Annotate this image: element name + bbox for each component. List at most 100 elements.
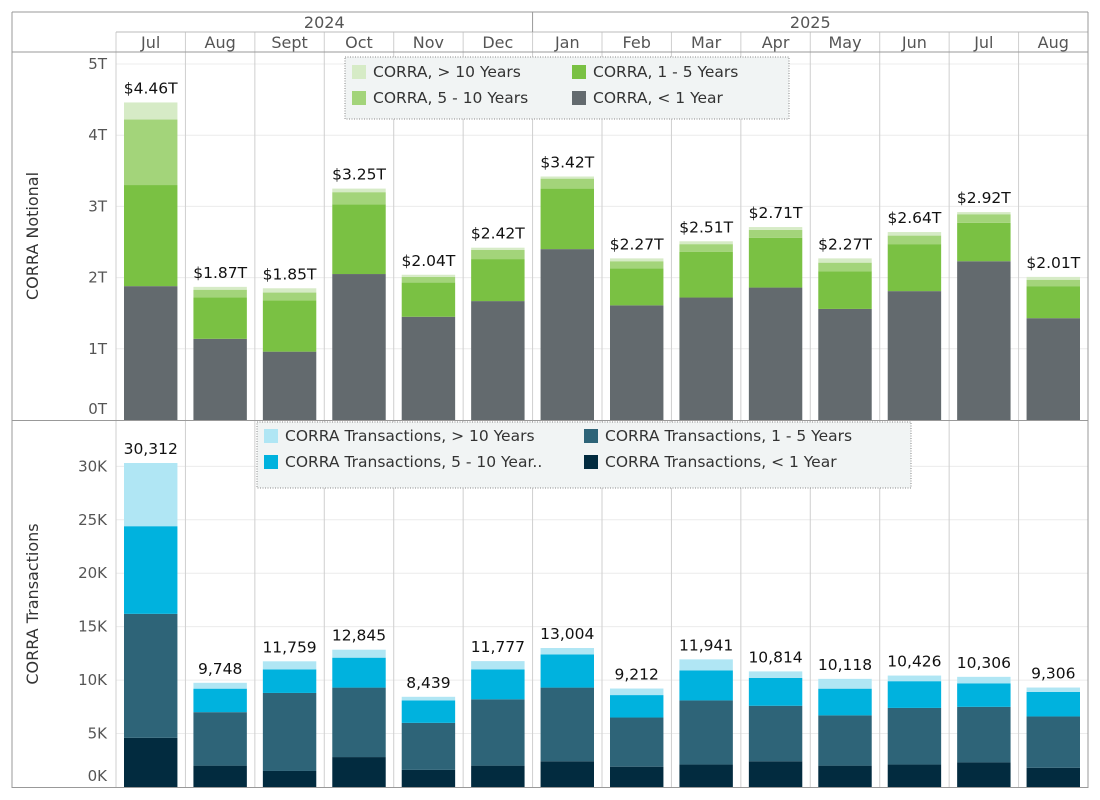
legend-label: CORRA, 1 - 5 Years (593, 63, 738, 81)
bar-segment-corra-transactions-1-year (540, 761, 594, 787)
bar-segment-corra-1-5-years (193, 297, 247, 339)
bar-segment-corra-10-years (887, 232, 942, 236)
bar-segment-corra-transactions-1-year (332, 757, 386, 787)
bar-segment-corra-1-5-years (471, 259, 525, 302)
total-label-transactions: 11,777 (471, 638, 525, 656)
bar-segment-corra-transactions-5-10-years (124, 526, 178, 614)
bar-segment-corra-transactions-10-years (332, 649, 386, 658)
bar-segment-corra-5-10-years (610, 261, 664, 269)
bar-segment-corra-transactions-5-10-years (1026, 691, 1080, 717)
legend-swatch (264, 429, 278, 443)
bar-segment-corra-5-10-years (471, 249, 525, 260)
bar-segment-corra-1-year (262, 351, 317, 420)
total-label-transactions: 10,814 (748, 648, 802, 666)
bar-segment-corra-transactions-10-years (748, 671, 803, 678)
y-tick-notional: 2T (88, 269, 108, 287)
bar-segment-corra-5-10-years (957, 214, 1011, 223)
total-label-transactions: 9,748 (198, 660, 242, 678)
bar-segment-corra-transactions-1-year (818, 765, 872, 787)
total-label-transactions: 10,306 (957, 654, 1011, 672)
bar-segment-corra-1-5-years (679, 251, 733, 298)
bar-segment-corra-transactions-10-years (679, 659, 733, 671)
bar-segment-corra-10-years (679, 241, 733, 245)
bar-segment-corra-5-10-years (887, 235, 942, 245)
bar-segment-corra-10-years (540, 176, 594, 179)
month-label: Sept (271, 33, 307, 52)
legend-label: CORRA, 5 - 10 Years (373, 89, 528, 107)
y-tick-transactions: 25K (78, 511, 108, 529)
total-label-transactions: 9,212 (615, 666, 659, 684)
bar-segment-corra-1-5-years (401, 282, 456, 317)
bar-segment-corra-1-year (124, 286, 178, 420)
bar-segment-corra-transactions-1-5-years (262, 692, 317, 771)
bar-segment-corra-transactions-5-10-years (332, 657, 386, 688)
bar-segment-corra-1-year (818, 308, 872, 420)
legend-label: CORRA Transactions, > 10 Years (285, 427, 535, 445)
y-tick-transactions: 30K (78, 457, 108, 475)
total-label-notional: $2.04T (402, 252, 456, 270)
legend-notional (344, 56, 790, 120)
bar-segment-corra-transactions-10-years (193, 682, 247, 689)
total-label-transactions: 9,306 (1031, 665, 1075, 683)
bar-segment-corra-transactions-10-years (401, 696, 456, 701)
bar-segment-corra-10-years (262, 288, 317, 293)
bar-segment-corra-transactions-5-10-years (887, 681, 942, 708)
month-label: Aug (1038, 33, 1069, 52)
bar-segment-corra-transactions-1-year (957, 762, 1011, 787)
month-label: Jun (901, 33, 927, 52)
legend-swatch (572, 65, 586, 79)
legend-label: CORRA Transactions, < 1 Year (605, 453, 837, 471)
bar-segment-corra-1-year (957, 261, 1011, 420)
legend-label: CORRA Transactions, 5 - 10 Year.. (285, 453, 542, 471)
bar-segment-corra-transactions-1-year (124, 737, 178, 787)
legend-label: CORRA Transactions, 1 - 5 Years (605, 427, 852, 445)
total-label-notional: $1.85T (263, 265, 317, 283)
bar-segment-corra-transactions-5-10-years (193, 688, 247, 713)
bar-segment-corra-5-10-years (262, 292, 317, 301)
bar-segment-corra-1-year (679, 297, 733, 420)
bar-segment-corra-5-10-years (332, 192, 386, 205)
month-label: Jul (973, 33, 993, 52)
total-label-transactions: 13,004 (540, 625, 594, 643)
bar-segment-corra-transactions-1-year (1026, 767, 1080, 787)
bar-segment-corra-10-years (818, 258, 872, 263)
bar-segment-corra-1-5-years (124, 185, 178, 287)
bar-segment-corra-transactions-5-10-years (401, 700, 456, 723)
bar-segment-corra-10-years (332, 188, 386, 193)
bar-segment-corra-transactions-1-5-years (818, 715, 872, 766)
legend-swatch (584, 429, 598, 443)
bar-segment-corra-transactions-1-5-years (679, 700, 733, 765)
total-label-notional: $2.51T (679, 218, 733, 236)
bar-segment-corra-1-5-years (818, 271, 872, 309)
bar-segment-corra-5-10-years (818, 262, 872, 272)
bar-segment-corra-1-year (540, 249, 594, 420)
bar-segment-corra-1-5-years (610, 268, 664, 306)
bar-segment-corra-5-10-years (401, 276, 456, 283)
bar-segment-corra-5-10-years (748, 229, 803, 238)
bar-segment-corra-transactions-10-years (540, 648, 594, 655)
month-label: Nov (413, 33, 444, 52)
total-label-notional: $4.46T (124, 79, 178, 97)
bar-segment-corra-transactions-1-5-years (401, 722, 456, 770)
total-label-notional: $1.87T (193, 264, 247, 282)
bar-segment-corra-10-years (401, 274, 456, 277)
month-label: Jan (554, 33, 580, 52)
bar-segment-corra-transactions-5-10-years (679, 670, 733, 701)
total-label-notional: $3.42T (540, 153, 594, 171)
bar-segment-corra-10-years (471, 247, 525, 250)
bar-segment-corra-transactions-10-years (124, 463, 178, 527)
month-label: Mar (691, 33, 722, 52)
bar-segment-corra-1-year (401, 316, 456, 420)
total-label-transactions: 10,118 (818, 656, 872, 674)
month-label: Aug (205, 33, 236, 52)
bar-segment-corra-5-10-years (124, 119, 178, 186)
bar-segment-corra-transactions-10-years (818, 678, 872, 689)
y-tick-transactions: 0K (88, 767, 109, 785)
legend-label: CORRA, > 10 Years (373, 63, 521, 81)
bar-segment-corra-1-year (887, 291, 942, 420)
bar-segment-corra-10-years (610, 258, 664, 262)
bar-segment-corra-transactions-1-5-years (540, 687, 594, 762)
legend-swatch (572, 91, 586, 105)
year-label: 2024 (304, 13, 345, 32)
